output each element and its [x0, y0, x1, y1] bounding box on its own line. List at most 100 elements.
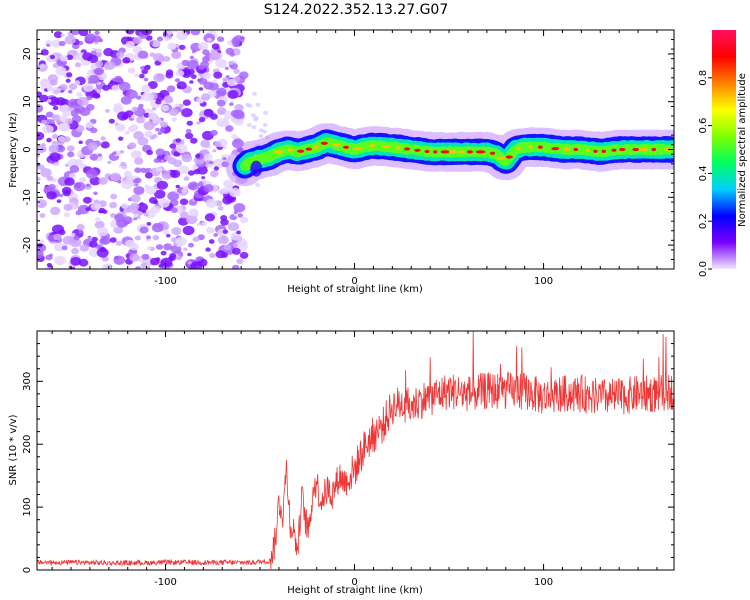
- noise-blob: [102, 209, 108, 214]
- noise-blob: [185, 132, 194, 140]
- signal-peak: [563, 147, 571, 152]
- noise-blob: [181, 153, 193, 163]
- noise-blob: [65, 78, 71, 83]
- noise-blob: [37, 154, 40, 158]
- noise-blob: [162, 229, 169, 235]
- noise-blob: [189, 55, 194, 60]
- noise-blob: [188, 242, 194, 248]
- noise-blob: [48, 144, 59, 153]
- noise-blob: [38, 239, 45, 244]
- noise-blob: [107, 160, 112, 165]
- noise-blob: [136, 215, 141, 220]
- noise-blob: [186, 120, 193, 126]
- snr-frame: [36, 330, 675, 571]
- signal-peak: [459, 150, 465, 154]
- noise-blob: [152, 134, 158, 139]
- noise-blob: [133, 179, 139, 184]
- noise-blob: [189, 183, 196, 189]
- noise-blob: [201, 176, 206, 180]
- y-tick-label: -10: [22, 189, 33, 205]
- noise-blob: [192, 236, 200, 242]
- signal-peak: [449, 150, 458, 154]
- noise-blob: [233, 109, 245, 120]
- noise-blob: [135, 95, 142, 100]
- noise-blob: [150, 257, 160, 266]
- noise-blob: [214, 141, 222, 148]
- noise-blob: [96, 248, 109, 258]
- noise-blob: [97, 227, 109, 237]
- colorbar-axes: 0.0 0.2 0.4 0.6 0.8: [698, 70, 712, 277]
- signal-peak: [528, 145, 533, 149]
- noise-blob: [84, 33, 97, 43]
- noise-blob: [111, 84, 120, 92]
- noise-blob: [134, 73, 140, 78]
- noise-blob: [120, 161, 127, 167]
- noise-blob: [85, 183, 91, 188]
- signal-peak: [287, 148, 294, 152]
- noise-blob: [73, 235, 80, 241]
- noise-blob: [136, 116, 145, 124]
- noise-blob: [195, 154, 201, 158]
- noise-blob: [143, 112, 150, 118]
- noise-blob: [231, 134, 238, 140]
- noise-blob: [59, 55, 68, 62]
- noise-blob: [212, 79, 218, 84]
- noise-blob: [149, 52, 156, 57]
- noise-blob: [62, 110, 71, 118]
- noise-blob: [117, 111, 129, 121]
- noise-blob: [114, 103, 122, 110]
- noise-blob: [52, 224, 64, 235]
- noise-blob: [175, 236, 187, 246]
- noise-blob: [42, 124, 54, 134]
- noise-blob: [91, 236, 98, 242]
- noise-blob: [74, 159, 83, 166]
- colorbar-tick-label: 0.6: [698, 118, 709, 134]
- noise-blob: [46, 86, 53, 92]
- noise-blob: [46, 262, 53, 268]
- signal-peak: [537, 145, 543, 149]
- y-tick-label: 20: [22, 48, 33, 61]
- noise-blob: [93, 191, 98, 196]
- noise-blob: [87, 235, 92, 239]
- noise-blob: [43, 78, 48, 83]
- signal-onset: [250, 160, 263, 177]
- noise-blob: [217, 235, 229, 245]
- noise-blob: [217, 206, 224, 211]
- noise-blob: [140, 65, 146, 70]
- noise-blob: [223, 179, 234, 188]
- noise-blob: [53, 162, 59, 167]
- noise-blob: [204, 153, 213, 161]
- noise-blob: [131, 114, 136, 119]
- noise-blob: [197, 234, 205, 241]
- noise-blob: [201, 221, 208, 227]
- noise-blob: [125, 40, 135, 49]
- noise-blob: [212, 158, 225, 169]
- noise-blob: [115, 240, 122, 246]
- noise-blob: [138, 73, 145, 79]
- noise-blob: [144, 132, 151, 138]
- noise-blob: [164, 37, 170, 42]
- noise-blob: [54, 255, 66, 266]
- signal-peak: [593, 149, 598, 153]
- noise-blob: [252, 91, 257, 96]
- x-tick-label: 100: [534, 577, 553, 588]
- noise-blob: [52, 105, 59, 111]
- noise-blob: [49, 152, 61, 162]
- noise-blob: [143, 121, 155, 131]
- noise-blob: [146, 149, 154, 156]
- noise-blob: [263, 110, 268, 115]
- noise-blob: [213, 166, 220, 171]
- noise-blob: [208, 160, 214, 165]
- noise-blob: [208, 239, 215, 244]
- noise-blob: [135, 266, 141, 269]
- noise-blob: [40, 168, 52, 178]
- noise-blob: [114, 75, 123, 83]
- noise-blob: [53, 233, 62, 241]
- noise-blob: [206, 226, 215, 234]
- noise-blob: [87, 142, 98, 151]
- noise-blob: [143, 64, 151, 71]
- noise-blob: [155, 244, 164, 250]
- noise-blob: [147, 81, 158, 89]
- noise-blob: [37, 91, 42, 97]
- noise-blob: [70, 232, 76, 237]
